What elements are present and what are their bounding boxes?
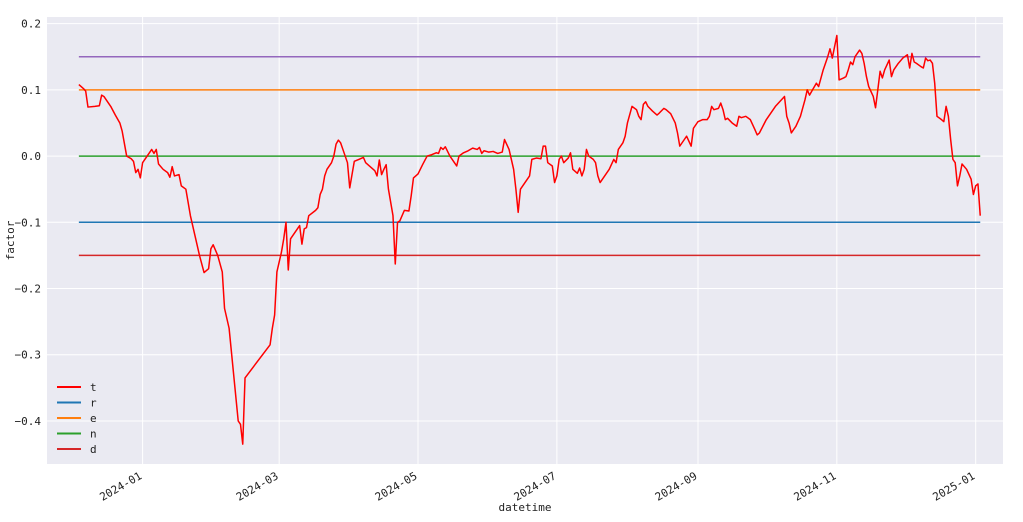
x-tick-label: 2024-05: [373, 469, 420, 503]
series-line-t: [78, 34, 981, 445]
x-tick-label: 2024-09: [653, 469, 700, 503]
y-axis-label: factor: [4, 220, 17, 260]
y-tick-label: −0.3: [15, 349, 42, 362]
y-tick-label: −0.2: [15, 283, 42, 296]
y-axis: 0.2 0.1 0.0 −0.1 −0.2 −0.3 −0.4: [15, 18, 42, 428]
x-axis: 2024-01 2024-03 2024-05 2024-07 2024-09 2024-…: [97, 469, 977, 503]
legend-label-d: d: [90, 443, 97, 456]
y-tick-label: 0.1: [21, 84, 41, 97]
y-tick-label: −0.1: [15, 216, 42, 229]
x-tick-label: 2024-01: [97, 469, 144, 503]
x-tick-label: 2024-11: [792, 469, 839, 503]
y-tick-label: 0.0: [21, 150, 41, 163]
reference-lines: [78, 55, 981, 257]
y-tick-label: 0.2: [21, 18, 41, 31]
x-tick-label: 2024-03: [234, 469, 281, 503]
x-axis-label: datetime: [499, 501, 552, 514]
x-tick-label: 2025-01: [931, 469, 978, 503]
y-tick-label: −0.4: [15, 415, 42, 428]
legend-label-e: e: [90, 412, 97, 425]
series-layer: [78, 34, 981, 445]
legend-label-n: n: [90, 428, 97, 441]
legend-label-r: r: [90, 397, 97, 410]
plot-area: [47, 17, 1003, 464]
x-tick-label: 2024-07: [512, 469, 559, 503]
legend-label-t: t: [90, 381, 97, 394]
